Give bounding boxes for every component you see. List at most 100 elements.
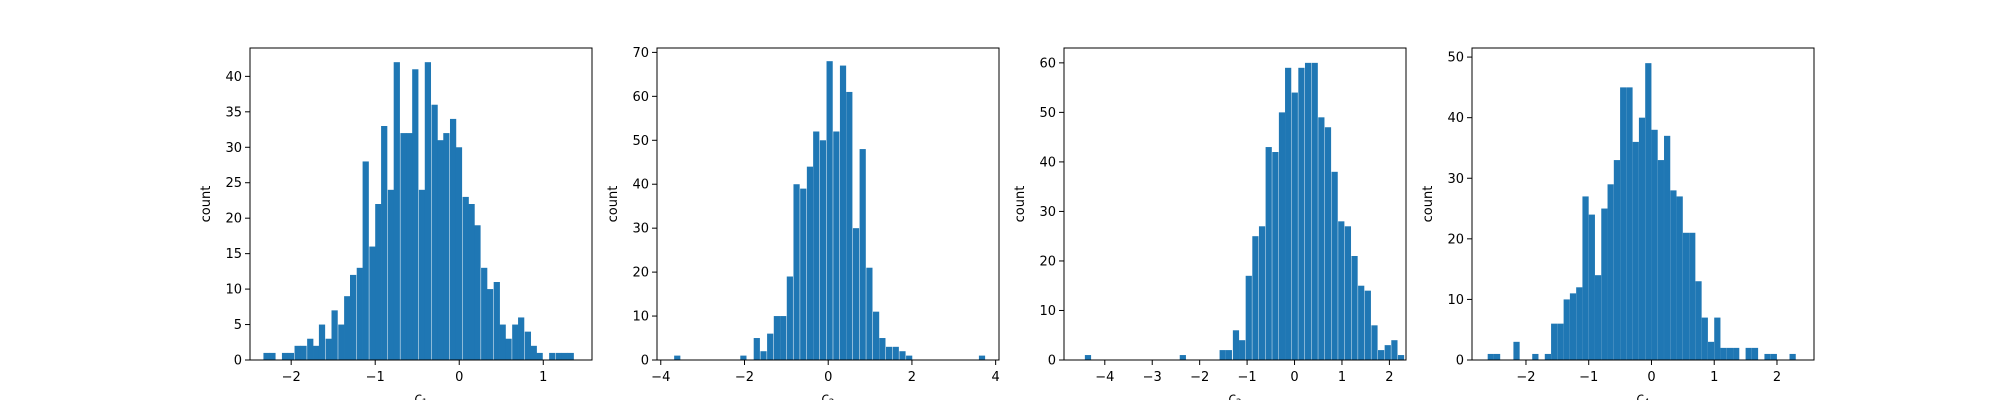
histogram-bar [1304, 62, 1312, 361]
histogram-bar [549, 352, 556, 360]
histogram-bar [325, 338, 332, 360]
histogram-bar [1563, 299, 1570, 360]
histogram-bar [369, 246, 376, 360]
y-tick-label: 5 [234, 318, 242, 333]
histogram-bar [1720, 347, 1727, 360]
histogram-bar [499, 324, 506, 360]
histogram-bar [1638, 117, 1646, 360]
histogram-bar [307, 338, 314, 360]
histogram-bar [424, 62, 432, 361]
x-axis-label: c3 [1229, 391, 1242, 400]
y-tick-label: 10 [225, 283, 242, 298]
histogram-bar [885, 346, 893, 360]
histogram-bar [1084, 355, 1092, 360]
histogram-bar [449, 118, 457, 360]
x-tick-label: −1 [1238, 370, 1257, 385]
x-axis-label-symbol: c [822, 391, 829, 400]
histogram-bar [269, 352, 276, 360]
histogram-bar [866, 267, 873, 360]
x-tick-label: 1 [1710, 370, 1718, 385]
histogram-bar [530, 345, 537, 360]
histogram-bar [1351, 256, 1358, 360]
histogram-bar [1645, 63, 1652, 361]
histogram-bar [906, 355, 913, 360]
x-tick-label: 2 [1385, 370, 1393, 385]
histogram-bar [1272, 152, 1279, 360]
y-tick-label: 20 [632, 266, 649, 281]
histogram-bar [350, 274, 357, 360]
histogram-bar [1358, 285, 1365, 360]
histogram-bar [1576, 287, 1583, 360]
histogram-bar [1493, 353, 1501, 360]
histogram-bar [1487, 353, 1494, 360]
histogram-bar [524, 331, 532, 360]
histogram-bar [1245, 275, 1252, 360]
axes-frame [1063, 47, 1407, 361]
histogram-bar [1569, 293, 1577, 360]
histogram-bar [1225, 350, 1232, 360]
x-axis-label-symbol: c [1229, 391, 1236, 400]
histogram-bar [387, 189, 395, 360]
histogram-bar [786, 276, 793, 360]
histogram-panel-4: −2−101201020304050c4count [1421, 47, 1815, 404]
histogram-bar [1232, 330, 1240, 360]
histogram-bar [859, 149, 866, 360]
histogram-bar [773, 316, 780, 360]
y-tick-label: 10 [632, 310, 649, 325]
x-axis-label-symbol: c [1637, 391, 1644, 400]
histogram-bar [518, 317, 525, 360]
histogram-bar [567, 352, 574, 360]
x-tick-label: 2 [1773, 370, 1781, 385]
histogram-bar [1695, 281, 1702, 360]
histogram-bar [486, 289, 494, 360]
histogram-bar [406, 133, 413, 360]
x-axis-label-symbol: c [415, 391, 422, 400]
histogram-bar [263, 352, 270, 360]
histogram-bar [1689, 232, 1696, 360]
histogram-bar [1733, 347, 1740, 360]
histogram-bar [338, 324, 345, 360]
y-tick-label: 35 [225, 105, 242, 120]
histogram-bar [780, 316, 787, 360]
y-tick-label: 0 [234, 354, 242, 369]
y-tick-label: 60 [1039, 56, 1056, 71]
histogram-bar [1626, 87, 1633, 360]
histogram-bar [793, 184, 800, 360]
histogram-bar [753, 338, 760, 360]
histogram-bar [318, 324, 326, 360]
histogram-bar [1338, 221, 1345, 360]
histogram-bar [1311, 62, 1318, 361]
histogram-bar [536, 352, 543, 360]
x-tick-label: −2 [735, 370, 754, 385]
histogram-bar [1770, 353, 1777, 360]
x-tick-label: −1 [1579, 370, 1598, 385]
histogram-bar [1378, 350, 1385, 360]
y-tick-label: 0 [641, 354, 649, 369]
y-axis-label: count [199, 186, 214, 223]
histogram-bar [826, 61, 833, 361]
histogram-bar [1588, 214, 1595, 360]
x-tick-label: 0 [1290, 370, 1298, 385]
histogram-bar [978, 355, 986, 360]
histogram-bar [400, 133, 407, 360]
histogram-bar [767, 333, 774, 360]
histogram-bar [1670, 190, 1677, 360]
y-tick-label: 30 [1447, 172, 1464, 187]
y-axis-label: count [1013, 186, 1028, 223]
histogram-bar [1258, 226, 1266, 360]
x-tick-label: 1 [539, 370, 547, 385]
histogram-bar [899, 351, 906, 360]
histogram-bar [1391, 340, 1398, 360]
histogram-bar [800, 188, 807, 360]
histogram-bar [806, 166, 814, 360]
histogram-bar [344, 296, 351, 360]
x-tick-label: 4 [992, 370, 1000, 385]
histogram-bar [1551, 323, 1558, 360]
histogram-bar [512, 324, 519, 360]
histogram-bar [356, 267, 363, 360]
histogram-bar [1764, 353, 1771, 360]
y-tick-label: 25 [225, 176, 242, 191]
histogram-bar [1344, 226, 1352, 360]
x-tick-label: 1 [1338, 370, 1346, 385]
y-tick-label: 40 [1447, 111, 1464, 126]
